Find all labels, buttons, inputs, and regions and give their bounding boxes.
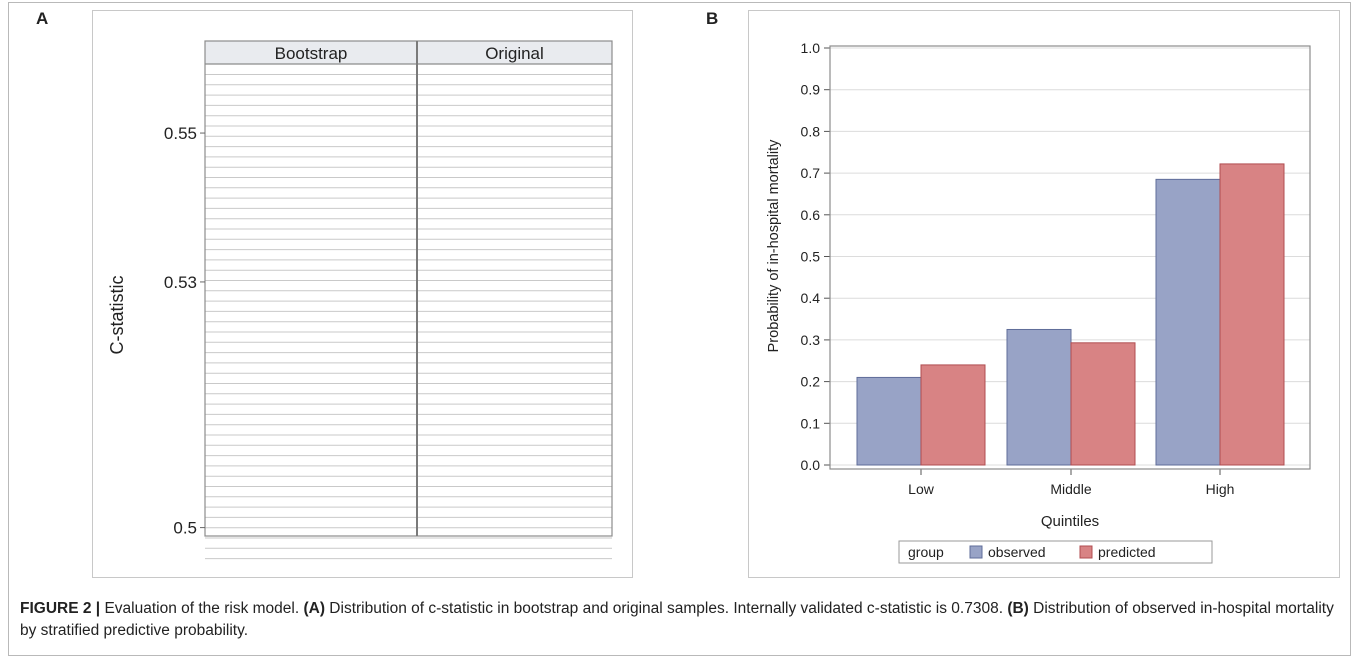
panel-a-letter: A [36,9,49,28]
legend-title: group [908,544,944,560]
y-tick-label: 0.9 [801,82,821,98]
y-tick-label: 0.6 [801,207,821,223]
figure-frame [8,2,1351,656]
panel-b-letter: B [706,9,719,28]
caption-text-1: Evaluation of the risk model. [100,600,304,617]
caption-text-3: Distribution of observed in-hospital mor… [20,600,1334,639]
panel-b-ylabel: Probability of in-hospital mortality [766,139,782,353]
facet-label-original: Original [485,44,544,63]
plot-a-frame [204,40,613,537]
panel-a-boxplot: C-statistic BootstrapOriginal10.960.920.… [107,40,613,560]
y-tick-label: 0.2 [801,374,821,390]
y-tick-label: 0.1 [801,415,821,431]
panel-a-box [92,10,633,578]
bar-observed-middle [1006,328,1072,466]
y-tick-label: 1.0 [801,40,821,56]
bar-observed-low [856,376,922,466]
y-tick-label: 0.7 [801,165,821,181]
y-tick-label: 0.53 [164,273,197,292]
panel-b-xlabel: Quintiles [1041,513,1099,530]
y-tick-label: 0.4 [801,290,821,306]
bar-predicted-middle [1070,342,1136,466]
bar-observed-high [1155,178,1221,466]
legend-label-observed: observed [988,544,1046,560]
y-tick-label: 0.55 [164,124,197,143]
y-tick-label: 0.3 [801,332,821,348]
bar-predicted-low [920,364,986,466]
facet-label-bootstrap: Bootstrap [275,44,348,63]
legend-box [898,540,1213,564]
y-tick-label: 0.5 [801,249,821,265]
caption-ref-b: (B) [1007,600,1029,617]
panel-a-ylabel: C-statistic [107,275,127,354]
caption-label: FIGURE 2 | [20,600,101,617]
x-tick-label: Low [908,481,935,497]
legend-label-predicted: predicted [1098,544,1156,560]
legend-swatch-observed [969,545,983,559]
x-tick-label: Middle [1050,481,1091,497]
y-tick-label: 0.0 [801,457,821,473]
x-tick-label: High [1206,481,1235,497]
caption-text-2: Distribution of c-statistic in bootstrap… [325,600,1008,617]
y-tick-label: 0.5 [173,519,197,538]
bar-predicted-high [1219,163,1285,466]
legend-swatch-predicted [1079,545,1093,559]
y-tick-label: 0.8 [801,123,821,139]
caption-ref-a: (A) [303,600,325,617]
facet-header-bg [205,41,612,64]
figure-caption: FIGURE 2 | Evaluation of the risk model.… [20,598,1340,642]
panel-b-barchart: Probability of in-hospital mortality Qui… [766,40,1311,564]
plot-b-frame [829,45,1311,470]
